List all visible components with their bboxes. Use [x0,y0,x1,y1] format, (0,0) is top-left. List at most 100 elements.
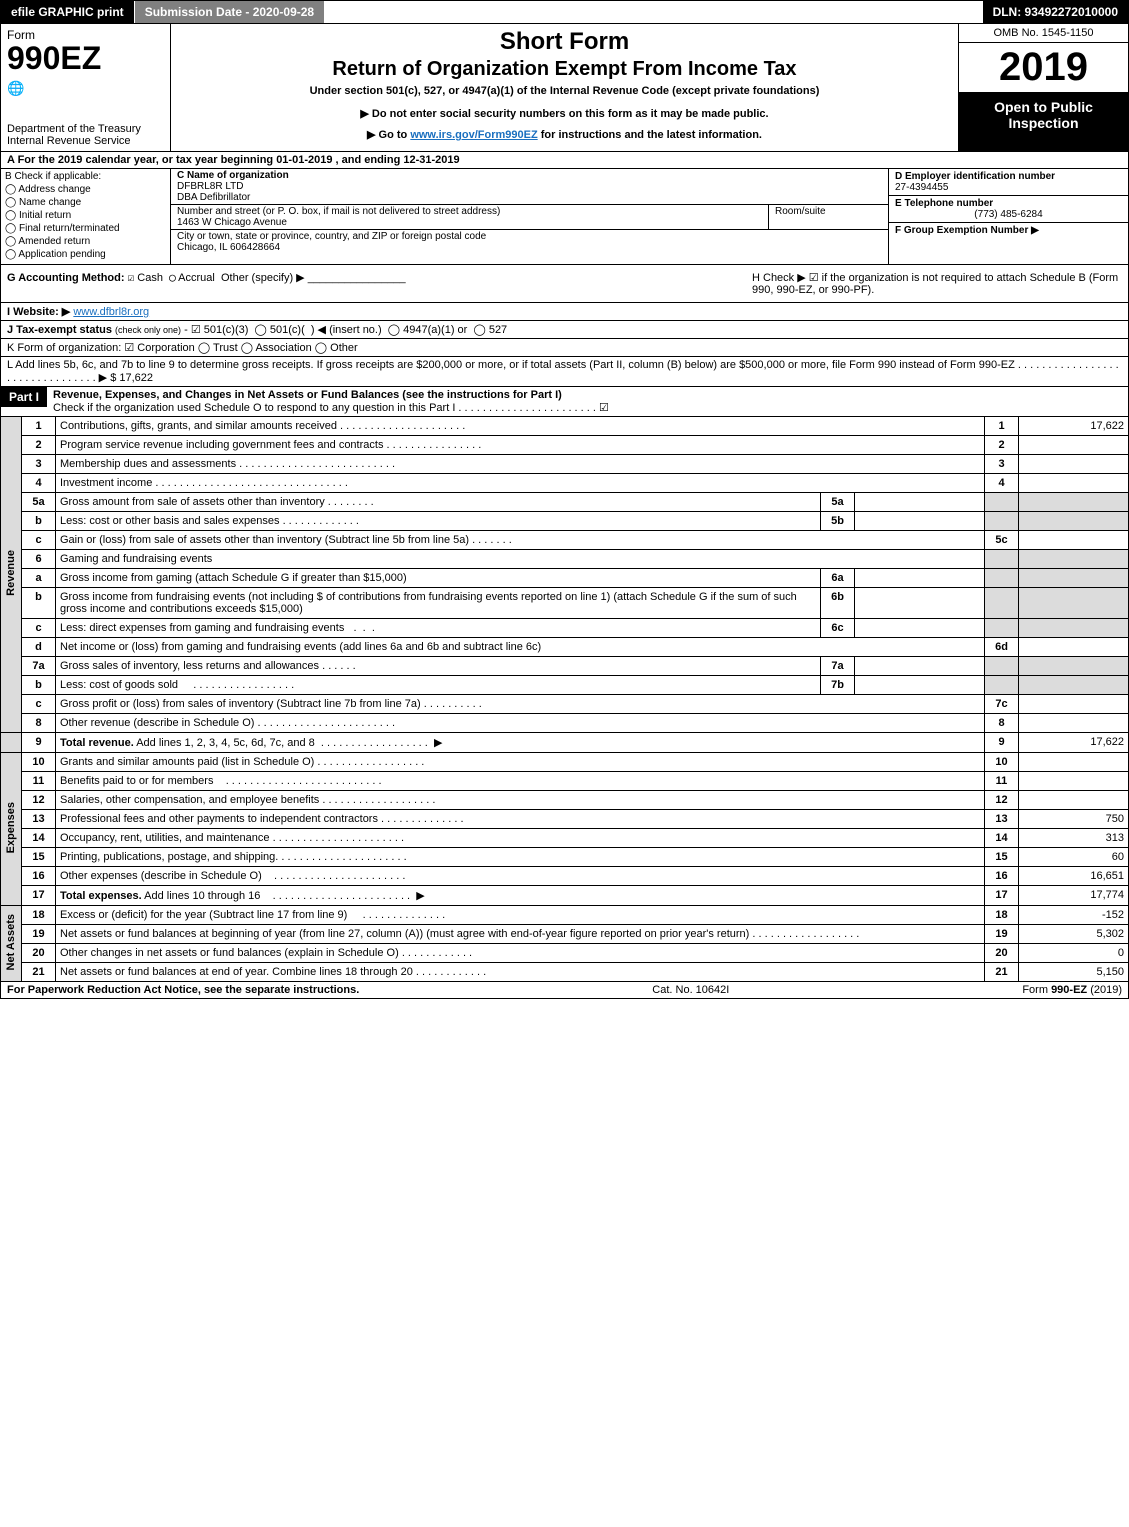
line-14: 14 Occupancy, rent, utilities, and maint… [1,829,1129,848]
goto-prefix: ▶ Go to [367,129,410,141]
part-i-header-row: Part I Revenue, Expenses, and Changes in… [0,387,1129,417]
line-4: 4 Investment income . . . . . . . . . . … [1,474,1129,493]
check-address-change[interactable]: ◯ Address change [5,184,166,195]
goto-suffix: for instructions and the latest informat… [538,129,762,141]
return-title: Return of Organization Exempt From Incom… [179,58,950,81]
check-4947[interactable]: ◯ [388,324,400,336]
dln-label: DLN: 93492272010000 [983,1,1128,23]
c-name-label: C Name of organization [177,170,289,181]
check-501c[interactable]: ◯ [255,324,267,336]
street-label: Number and street (or P. O. box, if mail… [177,206,500,217]
line-3: 3 Membership dues and assessments . . . … [1,455,1129,474]
form-header: Form 990EZ 🌐 Department of the Treasury … [0,24,1129,152]
part-i-table: Revenue 1 Contributions, gifts, grants, … [0,417,1129,982]
section-c-org: C Name of organization DFBRL8R LTD DBA D… [171,169,888,264]
line-6: 6 Gaming and fundraising events [1,550,1129,569]
efile-print-button[interactable]: efile GRAPHIC print [1,1,135,23]
line-13: 13 Professional fees and other payments … [1,810,1129,829]
header-center: Short Form Return of Organization Exempt… [171,24,958,151]
line-18: Net Assets 18 Excess or (deficit) for th… [1,906,1129,925]
ein-value: 27-4394455 [895,182,948,193]
street-value: 1463 W Chicago Avenue [177,217,287,228]
line-8: 8 Other revenue (describe in Schedule O)… [1,714,1129,733]
check-527[interactable]: ◯ [473,324,485,336]
city-row: City or town, state or province, country… [171,230,888,254]
footer-catno: Cat. No. 10642I [359,984,1022,996]
section-k-form-of-org: K Form of organization: ☑ Corporation ◯ … [0,339,1129,357]
city-label: City or town, state or province, country… [177,231,486,242]
org-dba: DBA Defibrillator [177,192,250,203]
phone-value: (773) 485-6284 [895,209,1122,220]
check-amended-return[interactable]: ◯ Amended return [5,236,166,247]
check-cash[interactable]: ☑ [128,271,135,284]
city-value: Chicago, IL 606428664 [177,242,280,253]
omb-number: OMB No. 1545-1150 [959,24,1128,43]
line-9: 9 Total revenue. Add lines 1, 2, 3, 4, 5… [1,733,1129,753]
page-footer: For Paperwork Reduction Act Notice, see … [0,982,1129,999]
line-19: 19 Net assets or fund balances at beginn… [1,925,1129,944]
line-12: 12 Salaries, other compensation, and emp… [1,791,1129,810]
org-name: DFBRL8R LTD [177,181,244,192]
room-suite-cell: Room/suite [768,205,888,229]
website-link[interactable]: www.dfbrl8r.org [73,306,149,318]
globe-icon: 🌐 [7,80,164,97]
section-j-tax-exempt: J Tax-exempt status (check only one) - ☑… [0,321,1129,339]
line-5c: c Gain or (loss) from sale of assets oth… [1,531,1129,550]
org-name-row: C Name of organization DFBRL8R LTD DBA D… [171,169,888,205]
block-b-through-f: B Check if applicable: ◯ Address change … [0,169,1129,265]
check-501c3[interactable]: ☑ [191,324,201,336]
line-2: 2 Program service revenue including gove… [1,436,1129,455]
line-5a: 5a Gross amount from sale of assets othe… [1,493,1129,512]
line-11: 11 Benefits paid to or for members . . .… [1,772,1129,791]
line-6a: a Gross income from gaming (attach Sched… [1,569,1129,588]
topbar: efile GRAPHIC print Submission Date - 20… [0,0,1129,24]
goto-link[interactable]: www.irs.gov/Form990EZ [410,129,537,141]
under-section: Under section 501(c), 527, or 4947(a)(1)… [179,85,950,97]
check-final-return[interactable]: ◯ Final return/terminated [5,223,166,234]
dept-treasury: Department of the Treasury [7,123,164,135]
part-i-check-o[interactable]: ☑ [599,402,609,414]
no-ssn-notice: ▶ Do not enter social security numbers o… [179,107,950,120]
line-10: Expenses 10 Grants and similar amounts p… [1,753,1129,772]
topbar-spacer [325,1,982,23]
expenses-side-label: Expenses [1,753,22,906]
revenue-side-label: Revenue [1,417,22,733]
section-i-website: I Website: ▶ www.dfbrl8r.org [0,303,1129,321]
line-7c: c Gross profit or (loss) from sales of i… [1,695,1129,714]
section-g-accounting: G Accounting Method: ☑ Cash ◯ Accrual Ot… [7,271,742,296]
part-i-label: Part I [1,387,47,407]
header-left: Form 990EZ 🌐 Department of the Treasury … [1,24,171,151]
section-e-phone: E Telephone number (773) 485-6284 [889,196,1128,223]
check-name-change[interactable]: ◯ Name change [5,197,166,208]
part-i-title: Revenue, Expenses, and Changes in Net As… [47,387,1128,416]
line-7a: 7a Gross sales of inventory, less return… [1,657,1129,676]
check-application-pending[interactable]: ◯ Application pending [5,249,166,260]
irs-label: Internal Revenue Service [7,135,164,147]
line-21: 21 Net assets or fund balances at end of… [1,963,1129,982]
footer-formref: Form 990-EZ (2019) [1022,984,1122,996]
line-6b: b Gross income from fundraising events (… [1,588,1129,619]
tax-year: 2019 [959,43,1128,93]
line-20: 20 Other changes in net assets or fund b… [1,944,1129,963]
check-initial-return[interactable]: ◯ Initial return [5,210,166,221]
section-l-gross-receipts: L Add lines 5b, 6c, and 7b to line 9 to … [0,357,1129,387]
sections-d-e-f: D Employer identification number 27-4394… [888,169,1128,264]
check-accrual[interactable]: ◯ [169,271,176,284]
form-number: 990EZ [7,42,164,74]
line-7b: b Less: cost of goods sold . . . . . . .… [1,676,1129,695]
section-f-group-exemption: F Group Exemption Number ▶ [889,223,1128,238]
org-street-row: Number and street (or P. O. box, if mail… [171,205,888,230]
line-17: 17 Total expenses. Add lines 10 through … [1,886,1129,906]
submission-date-button[interactable]: Submission Date - 2020-09-28 [135,1,325,23]
line-6c: c Less: direct expenses from gaming and … [1,619,1129,638]
sections-g-h: G Accounting Method: ☑ Cash ◯ Accrual Ot… [0,265,1129,303]
line-a-tax-year: A For the 2019 calendar year, or tax yea… [0,152,1129,169]
header-right: OMB No. 1545-1150 2019 Open to Public In… [958,24,1128,151]
line-16: 16 Other expenses (describe in Schedule … [1,867,1129,886]
section-d-ein: D Employer identification number 27-4394… [889,169,1128,196]
street-cell: Number and street (or P. O. box, if mail… [171,205,768,229]
line-1: Revenue 1 Contributions, gifts, grants, … [1,417,1129,436]
short-form-title: Short Form [179,28,950,56]
line-6d: d Net income or (loss) from gaming and f… [1,638,1129,657]
section-b-check-if: B Check if applicable: ◯ Address change … [1,169,171,264]
